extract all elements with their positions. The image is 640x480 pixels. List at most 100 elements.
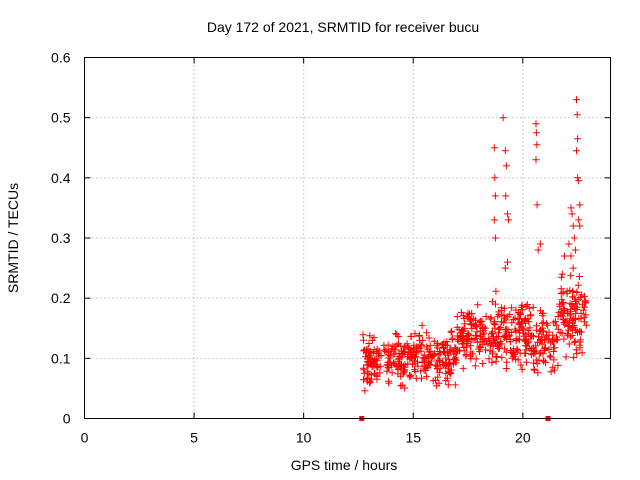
data-point — [532, 129, 540, 137]
data-point — [389, 342, 397, 350]
data-point — [553, 333, 560, 341]
data-point — [540, 357, 548, 365]
data-point — [368, 363, 376, 371]
data-point — [569, 264, 577, 272]
data-point — [492, 353, 500, 361]
data-point — [449, 334, 457, 342]
data-point — [559, 315, 567, 323]
data-point — [517, 361, 525, 369]
data-point — [516, 336, 524, 344]
data-point — [567, 308, 575, 316]
data-point — [567, 272, 575, 280]
data-point — [529, 303, 537, 311]
data-point — [536, 338, 544, 346]
data-point — [453, 323, 461, 331]
data-point — [533, 201, 541, 209]
data-point — [560, 306, 568, 314]
data-point — [412, 343, 420, 351]
data-point — [360, 336, 367, 344]
data-point — [475, 318, 483, 326]
data-point — [562, 353, 570, 361]
data-point — [520, 325, 528, 333]
data-point — [575, 273, 583, 280]
data-point — [506, 311, 514, 318]
data-point — [482, 346, 490, 354]
data-point — [376, 369, 384, 377]
data-point — [554, 325, 562, 333]
data-point — [488, 359, 496, 367]
data-point — [550, 319, 558, 327]
data-point — [482, 313, 490, 320]
data-point — [574, 281, 582, 289]
data-point — [425, 334, 433, 342]
data-point — [472, 332, 480, 339]
data-point — [468, 310, 476, 317]
data-point — [407, 332, 415, 340]
data-point — [502, 335, 510, 343]
data-point — [433, 382, 441, 390]
data-point — [494, 312, 502, 320]
data-point — [504, 258, 511, 266]
data-point — [373, 373, 381, 381]
data-point — [406, 371, 414, 379]
data-point — [570, 234, 578, 242]
data-point — [502, 365, 510, 372]
data-point — [469, 350, 477, 358]
data-point — [498, 318, 505, 326]
data-point — [538, 320, 546, 328]
data-point — [571, 316, 579, 324]
data-point — [430, 350, 438, 358]
data-point — [471, 362, 479, 370]
data-point — [501, 147, 509, 155]
data-point — [563, 330, 571, 338]
data-point — [492, 287, 500, 295]
data-point — [532, 156, 540, 164]
data-point — [551, 344, 559, 352]
data-point — [497, 323, 505, 331]
data-point — [546, 352, 554, 360]
data-point — [384, 341, 392, 349]
data-point — [466, 317, 474, 325]
data-point — [388, 369, 396, 377]
data-point — [398, 381, 406, 389]
data-point — [361, 353, 369, 361]
data-point — [507, 304, 515, 312]
data-point — [496, 340, 504, 348]
data-point — [533, 322, 540, 330]
data-point — [560, 307, 568, 315]
data-point — [527, 333, 535, 341]
data-point — [575, 216, 583, 224]
data-point — [556, 300, 564, 308]
data-point — [405, 345, 413, 353]
data-point — [574, 174, 582, 182]
y-tick-label: 0.6 — [51, 50, 71, 66]
data-point — [566, 315, 574, 323]
data-point — [411, 330, 419, 338]
data-point — [557, 285, 565, 293]
data-point — [512, 335, 520, 343]
data-point — [550, 348, 558, 355]
data-point — [535, 356, 543, 364]
data-point — [567, 252, 575, 260]
data-point — [506, 338, 514, 346]
plot-frame — [84, 57, 611, 419]
data-point — [365, 340, 373, 347]
data-point — [417, 367, 425, 375]
data-point — [561, 320, 569, 328]
data-point — [554, 313, 562, 320]
data-point — [366, 351, 373, 359]
data-point — [391, 360, 399, 368]
data-point — [572, 326, 579, 334]
data-point — [573, 96, 580, 104]
y-tick-labels: 0 0.1 0.2 0.3 0.4 0.5 0.6 — [51, 50, 71, 427]
chart-title: Day 172 of 2021, SRMTID for receiver buc… — [207, 19, 479, 35]
data-point — [528, 332, 536, 340]
data-point — [504, 210, 511, 218]
data-point — [364, 361, 372, 369]
data-point — [502, 162, 510, 170]
data-point — [578, 349, 586, 357]
data-point — [385, 379, 393, 387]
data-point — [432, 376, 440, 384]
data-point — [537, 307, 544, 315]
data-point — [436, 357, 444, 365]
